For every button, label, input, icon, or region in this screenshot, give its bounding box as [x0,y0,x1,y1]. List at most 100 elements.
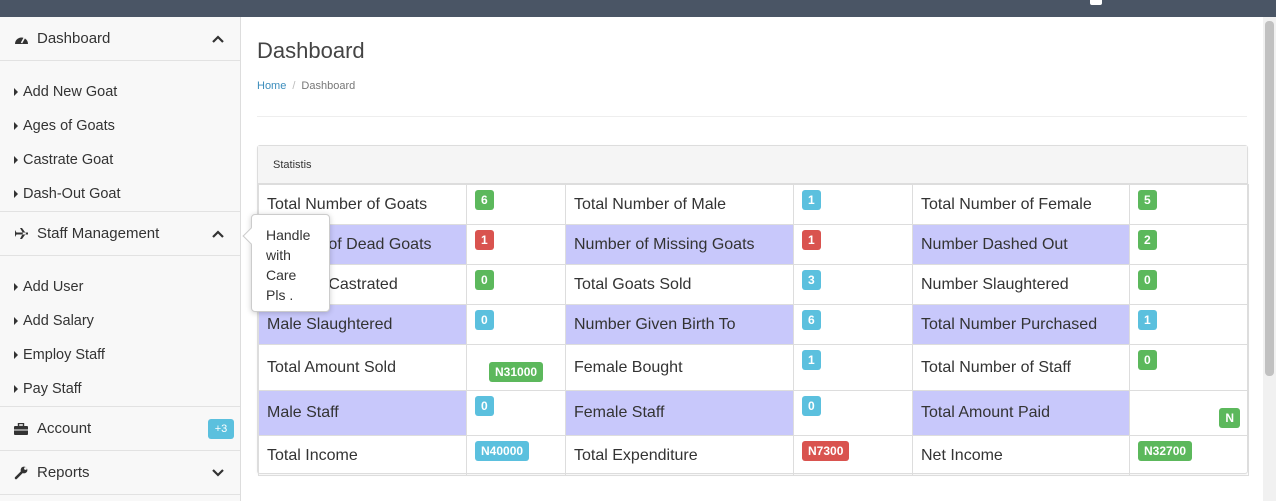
chevron-up-icon [212,226,224,241]
stat-value-cell: 2 [1129,224,1249,265]
caret-right-icon [14,88,18,96]
stat-value-cell: N7300 [793,435,913,476]
stat-label: Total Amount Sold [258,344,467,391]
sidebar-item-label: Add Salary [23,313,94,329]
table-row: Number of Dead Goats 1 Number of Missing G… [258,224,1249,265]
sidebar-item-pay-staff[interactable]: Pay Staff [14,381,82,397]
sidebar-dashboard[interactable]: Dashboard [0,17,240,60]
breadcrumb-home-link[interactable]: Home [257,80,287,92]
stat-badge: 1 [1138,310,1157,330]
tooltip-line: with [266,247,291,263]
tooltip-line: Handle [266,227,311,243]
stat-label: Total Income [258,435,467,476]
stat-badge: 1 [802,190,821,210]
stat-label: Total Number Purchased [912,304,1130,345]
sidebar-item-add-user[interactable]: Add User [14,279,83,295]
sidebar-item-dash-out-goat[interactable]: Dash-Out Goat [14,186,121,202]
caret-right-icon [14,385,18,393]
stat-badge: N [1219,408,1240,428]
stat-label: Number Dashed Out [912,224,1130,265]
caret-right-icon [14,351,18,359]
stat-value-cell: N40000 [466,435,566,476]
sidebar-item-label: Add New Goat [23,84,118,100]
sidebar-item-label: Dash-Out Goat [23,186,121,202]
stat-value-cell: 0 [1129,344,1249,391]
stat-value-cell: 1 [466,224,566,265]
stat-value-cell: 0 [793,390,913,436]
page-title: Dashboard [257,38,365,63]
stat-badge: N7300 [802,441,850,461]
stat-label: Number Slaughtered [912,264,1130,305]
stat-label: Total Number of Male [565,184,794,225]
main-content: Dashboard Home / Dashboard Statistis Total… [241,17,1263,501]
sidebar-item-employ-staff[interactable]: Employ Staff [14,347,105,363]
sidebar-item-label: Ages of Goats [23,118,115,134]
scrollbar[interactable] [1263,17,1276,501]
top-navbar [0,0,1276,17]
sidebar-staff-management[interactable]: Staff Management [0,212,240,255]
divider [0,450,240,451]
panel-title: Statistis [258,146,1247,184]
stat-badge: 1 [802,350,821,370]
stat-badge: 0 [475,270,494,290]
stat-badge: 1 [802,230,821,250]
stat-badge: 6 [802,310,821,330]
stat-label: Number of Missing Goats [565,224,794,265]
stat-badge: N31000 [489,362,544,382]
user-icon[interactable] [1090,0,1102,5]
stat-label: Male Staff [258,390,467,436]
sidebar-reports[interactable]: Reports [0,451,240,494]
stat-badge: 0 [1138,350,1157,370]
table-row: Number Castrated 0 Total Goats Sold 3 Number… [258,264,1249,305]
stat-value-cell: 0 [466,264,566,305]
stat-value-cell: 0 [1129,264,1249,305]
statistics-table: Total Number of Goats 6 Total Number of Ma… [258,184,1249,476]
stat-label: Female Staff [565,390,794,436]
sidebar-item-label: Pay Staff [23,381,82,397]
stat-label: Female Bought [565,344,794,391]
stat-badge: 1 [475,230,494,250]
sidebar-item-add-new-goat[interactable]: Add New Goat [14,84,117,100]
stat-label: Total Goats Sold [565,264,794,305]
stat-label: Net Income [912,435,1130,476]
sidebar-item-add-salary[interactable]: Add Salary [14,313,94,329]
divider [0,211,240,212]
stat-value-cell: N [1129,390,1249,436]
sidebar-item-castrate-goat[interactable]: Castrate Goat [14,152,113,168]
stat-badge: N32700 [1138,441,1193,461]
sidebar-account-label: Account [37,420,92,437]
stat-label: Number Given Birth To [565,304,794,345]
sidebar-item-label: Castrate Goat [23,152,114,168]
chevron-up-icon [212,31,224,46]
divider [0,494,240,495]
breadcrumb: Home / Dashboard [257,80,355,92]
chevron-down-icon [212,465,224,480]
caret-right-icon [14,190,18,198]
briefcase-icon [13,422,29,436]
stat-value-cell: 6 [793,304,913,345]
caret-right-icon [14,317,18,325]
stat-value-cell: 3 [793,264,913,305]
sidebar-account[interactable]: Account [0,407,240,450]
breadcrumb-separator: / [292,80,296,92]
sidebar-item-label: Add User [23,279,84,295]
dashboard-icon [13,32,29,46]
sidebar-dashboard-label: Dashboard [37,30,111,47]
tooltip-line: Care [266,267,297,283]
tooltip: Handle with Care Pls . [242,214,330,312]
stat-label: Total Amount Paid [912,390,1130,436]
stat-value-cell: 1 [793,184,913,225]
stat-label: Total Number of Goats [258,184,467,225]
caret-right-icon [14,122,18,130]
statistics-panel: Statistis Total Number of Goats 6 Total Nu… [257,145,1249,476]
stat-badge: 0 [802,396,821,416]
wrench-icon [13,466,29,480]
stat-badge: 6 [475,190,494,210]
sidebar-staff-label: Staff Management [37,225,160,242]
stat-value-cell: 0 [466,304,566,345]
sidebar-item-ages-of-goats[interactable]: Ages of Goats [14,118,115,134]
scrollbar-thumb[interactable] [1265,21,1274,376]
plane-icon [13,227,29,241]
table-row: Total Income N40000 Total Expenditure N7300… [258,435,1249,476]
sidebar-item-label: Employ Staff [23,347,105,363]
